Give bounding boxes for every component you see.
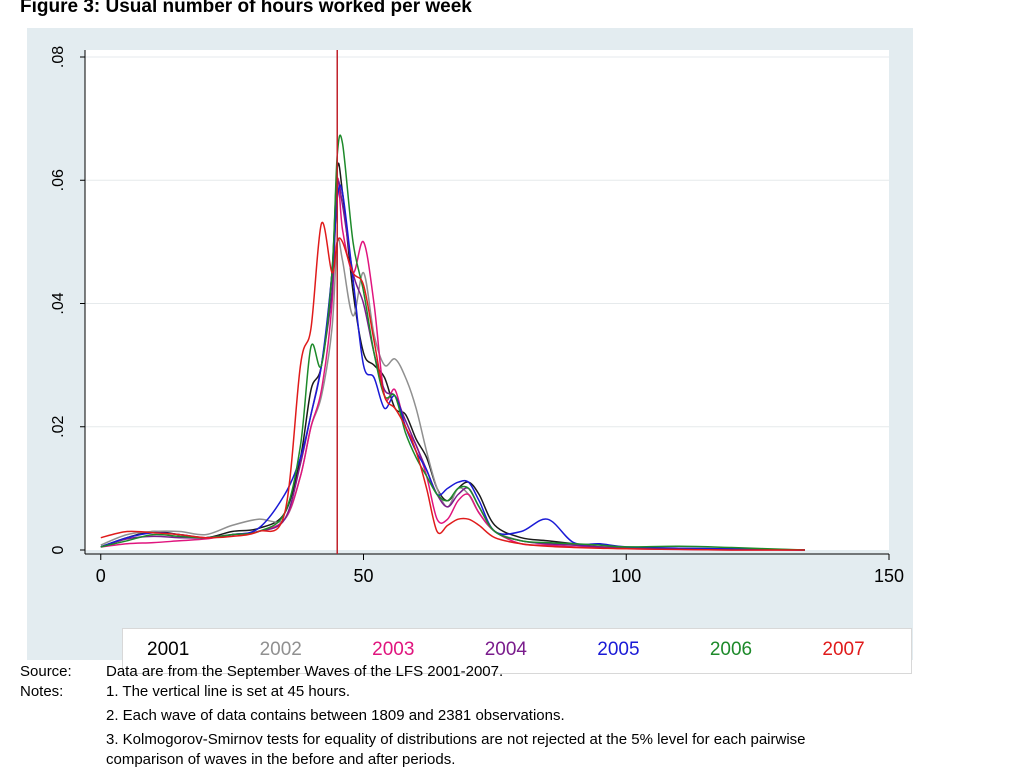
y-tick-label: 0 (50, 545, 67, 554)
legend-item-2001: 2001 (147, 639, 190, 660)
note-3-continued: comparison of waves in the before and af… (106, 751, 456, 768)
x-tick-label: 150 (874, 566, 904, 586)
chart-panel: 0.02.04.06.08 0 50 100 150 2001 2002 2003 2004 2… (27, 28, 913, 674)
series-line-2005 (100, 184, 805, 551)
y-tick-label: .04 (50, 292, 67, 314)
x-tick-label: 50 (353, 566, 373, 586)
notes-label: Notes: (20, 683, 64, 700)
hours-density-chart: 0 .02 .04 .06 .08 0 50 100 150 (50, 46, 904, 586)
note-1: 1. The vertical line is set at 45 hours. (106, 683, 351, 700)
x-tick-label: 100 (611, 566, 641, 586)
legend-item-2005: 2005 (597, 639, 640, 660)
legend-item-2006: 2006 (709, 639, 753, 660)
series-line-2007 (100, 221, 805, 551)
note-2: 2. Each wave of data contains between 18… (106, 707, 565, 724)
y-tick-label: .02 (50, 416, 67, 438)
legend-item-2007: 2007 (822, 639, 865, 660)
legend-item-2002: 2002 (259, 639, 302, 660)
legend-item-2003: 2003 (372, 639, 415, 660)
plot-area (85, 50, 889, 550)
y-tick-label: .08 (50, 46, 67, 68)
figure-title: Figure 3: Usual number of hours worked p… (20, 0, 472, 17)
note-3: 3. Kolmogorov-Smirnov tests for equality… (106, 731, 806, 748)
x-tick-label: 0 (96, 566, 106, 586)
source-text: Data are from the September Waves of the… (106, 663, 504, 680)
y-tick-label: .06 (50, 169, 67, 191)
source-label: Source: (20, 663, 72, 680)
legend-item-2004: 2004 (484, 639, 527, 660)
chart-legend: 2001 2002 2003 2004 2005 2006 2007 (122, 628, 912, 674)
